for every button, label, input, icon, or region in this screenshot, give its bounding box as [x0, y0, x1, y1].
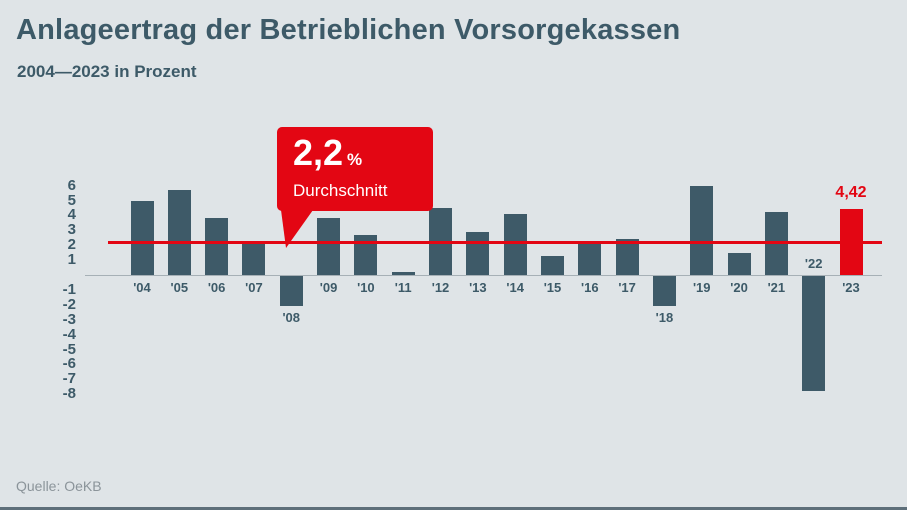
bottom-border	[0, 507, 907, 510]
x-axis-label: '14	[506, 280, 524, 295]
y-tick-label: -2	[62, 295, 76, 313]
page-title: Anlageertrag der Betrieblichen Vorsorgek…	[16, 14, 681, 46]
x-axis-label: '08	[282, 309, 301, 325]
y-tick-label: -8	[62, 385, 76, 403]
x-axis-label: '10	[357, 280, 375, 295]
x-axis-label: '05	[170, 280, 189, 295]
source-credit: Quelle: OeKB	[16, 478, 102, 494]
callout-unit: %	[347, 150, 363, 169]
bar-16	[578, 240, 602, 275]
bar-13	[466, 231, 490, 275]
last-bar-value-label: 4,42	[835, 184, 867, 201]
y-tick-label: -4	[62, 325, 76, 343]
bar-04	[130, 200, 154, 275]
callout-value-row: 2,2%	[293, 133, 433, 181]
average-line	[108, 241, 882, 245]
average-callout: 2,2% Durchschnitt	[277, 127, 433, 248]
x-axis-label: '13	[469, 280, 487, 295]
x-axis-label: '21	[767, 280, 786, 295]
y-tick-label: -5	[62, 340, 76, 358]
callout-value: 2,2	[293, 132, 344, 173]
bar-15	[540, 255, 564, 275]
x-axis-label: '19	[692, 280, 711, 295]
x-axis-label: '20	[730, 280, 748, 295]
bar-18	[652, 276, 676, 306]
bar-06	[205, 218, 229, 275]
x-axis-label: '04	[133, 280, 151, 295]
x-axis-label: '18	[655, 309, 674, 325]
bar-05	[167, 190, 191, 275]
bar-19	[690, 185, 714, 275]
page-subtitle: 2004—2023 in Prozent	[17, 62, 197, 81]
bar-14	[503, 213, 527, 275]
y-tick-label: 3	[67, 221, 76, 239]
bar-07	[242, 242, 266, 275]
bar-09	[317, 218, 341, 275]
y-tick-label: -7	[62, 370, 76, 388]
x-axis-label: '11	[394, 280, 412, 295]
callout-label: Durchschnitt	[293, 181, 388, 200]
y-tick-label: -3	[62, 310, 76, 328]
y-tick-label: -1	[62, 280, 76, 298]
bar-20	[727, 252, 751, 275]
y-tick-label: -6	[62, 355, 76, 373]
x-axis-line	[85, 275, 882, 276]
x-axis-label: '23	[842, 280, 860, 295]
y-tick-label: 2	[67, 236, 76, 254]
y-tick-label: 4	[67, 206, 76, 224]
y-tick-label: 5	[67, 191, 76, 209]
x-axis-label: '17	[618, 280, 636, 295]
x-axis-label: '07	[245, 280, 263, 295]
x-axis-label: '06	[207, 280, 226, 295]
x-axis-label: '16	[581, 280, 599, 295]
x-axis-label: '12	[431, 280, 450, 295]
bar-17	[615, 239, 639, 275]
x-axis-label: '22	[804, 256, 823, 271]
y-tick-label: 6	[67, 176, 76, 194]
callout-pointer-icon	[281, 210, 313, 248]
bar-11	[391, 272, 415, 275]
x-axis-label: '09	[319, 280, 338, 295]
y-tick-label: 1	[67, 251, 76, 269]
bar-22	[802, 276, 826, 391]
x-axis-label: '15	[543, 280, 562, 295]
bar-08	[279, 276, 303, 306]
bar-10	[354, 234, 378, 275]
